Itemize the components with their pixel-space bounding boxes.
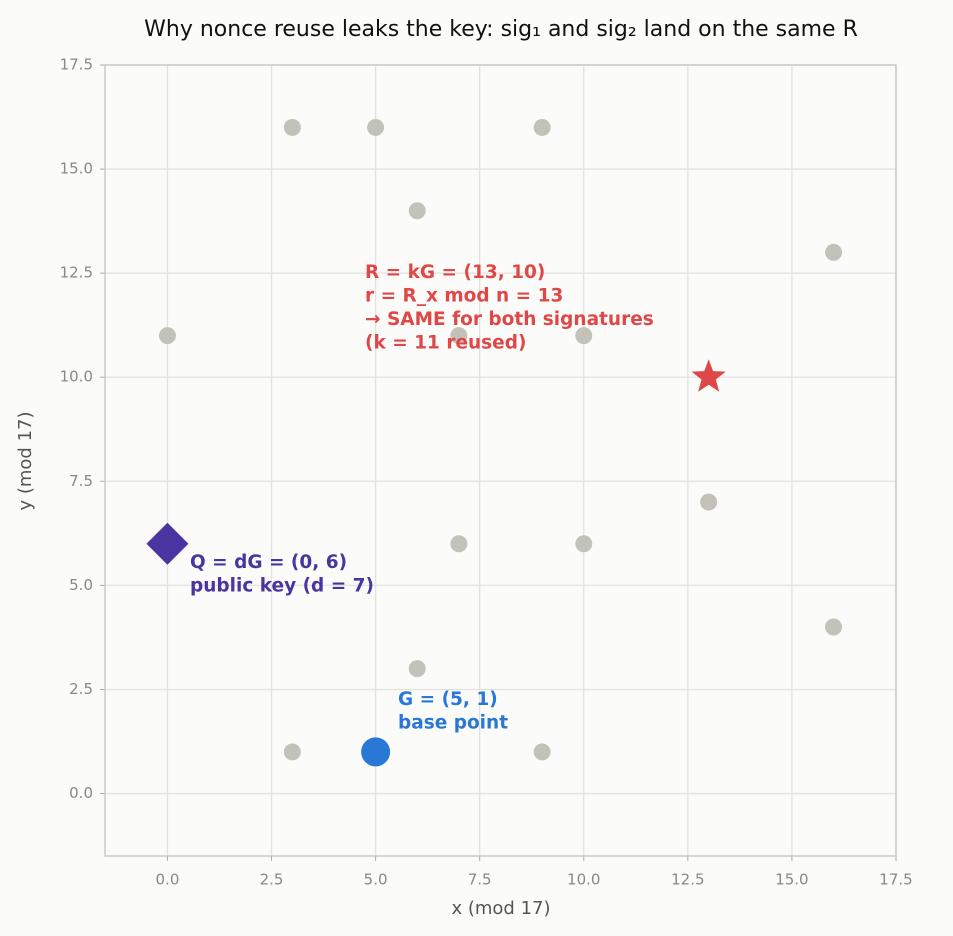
y-tick-label: 2.5 [69,680,93,698]
x-tick-label: 12.5 [671,871,704,889]
y-tick-label: 5.0 [69,576,93,594]
annotation: G = (5, 1) [398,689,498,710]
y-tick-label: 12.5 [60,264,93,282]
y-axis-label: y (mod 17) [15,411,36,510]
x-axis-label: x (mod 17) [451,898,550,919]
y-tick-label: 17.5 [60,56,93,74]
point [825,618,843,636]
point [367,118,385,136]
point [825,243,843,261]
x-tick-label: 2.5 [260,871,284,889]
y-tick-label: 0.0 [69,784,93,802]
chart-title: Why nonce reuse leaks the key: sig₁ and … [144,17,858,42]
x-tick-label: 0.0 [156,871,180,889]
nonce-point [691,359,726,392]
point [533,118,551,136]
point [450,327,468,345]
y-tick-label: 7.5 [69,472,93,490]
plot-area [105,65,896,856]
y-tick-label: 15.0 [60,160,93,178]
x-tick-label: 10.0 [567,871,600,889]
annotation: Q = dG = (0, 6) [190,552,347,573]
x-tick-label: 7.5 [468,871,492,889]
point [283,743,301,761]
annotation: base point [398,713,508,734]
point [700,493,718,511]
annotation: r = R_x mod n = 13 [365,286,563,307]
annotation: public key (d = 7) [190,576,374,597]
x-tick-label: 15.0 [775,871,808,889]
x-tick-label: 5.0 [364,871,388,889]
x-tick-label: 17.5 [879,871,912,889]
point [575,535,593,553]
base-point [361,737,391,767]
y-tick-label: 10.0 [60,368,93,386]
point [450,535,468,553]
public-key-point [146,522,189,565]
point [158,327,176,345]
annotation: (k = 11 reused) [365,333,526,354]
point [283,118,301,136]
point [533,743,551,761]
annotation: R = kG = (13, 10) [365,262,545,283]
annotation: → SAME for both signatures [365,309,654,330]
point [575,327,593,345]
point [408,660,426,678]
point [408,202,426,220]
plot-frame [104,64,897,857]
